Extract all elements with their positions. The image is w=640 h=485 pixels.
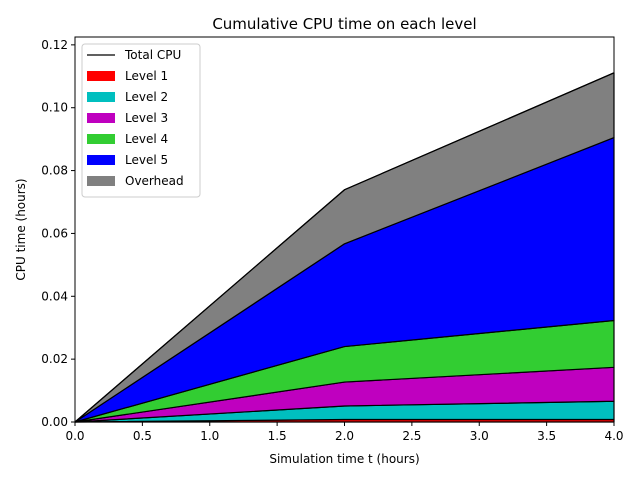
y-tick-label: 0.04 <box>41 289 68 303</box>
legend-swatch-level-5 <box>87 155 115 165</box>
area-layers <box>74 72 615 423</box>
y-axis-ticks: 0.00 0.02 0.04 0.06 0.08 0.10 0.12 <box>41 38 75 429</box>
legend-label-level-3: Level 3 <box>125 111 168 125</box>
x-tick-label: 2.5 <box>402 429 421 443</box>
legend-swatch-level-4 <box>87 134 115 144</box>
y-tick-label: 0.10 <box>41 101 68 115</box>
y-tick-label: 0.12 <box>41 38 68 52</box>
chart-title: Cumulative CPU time on each level <box>212 15 476 33</box>
x-tick-label: 1.5 <box>268 429 287 443</box>
legend-swatch-overhead <box>87 176 115 186</box>
x-tick-label: 1.0 <box>200 429 219 443</box>
y-tick-label: 0.06 <box>41 226 68 240</box>
legend-swatch-level-2 <box>87 92 115 102</box>
total-cpu-line <box>74 72 615 423</box>
legend-swatch-level-3 <box>87 113 115 123</box>
x-axis-ticks: 0.0 0.5 1.0 1.5 2.0 2.5 3.0 3.5 4.0 <box>65 422 624 443</box>
legend-label-level-2: Level 2 <box>125 90 168 104</box>
x-tick-label: 0.0 <box>65 429 84 443</box>
legend-label-total-cpu: Total CPU <box>124 48 181 62</box>
y-tick-label: 0.00 <box>41 415 68 429</box>
legend-label-level-4: Level 4 <box>125 132 168 146</box>
y-tick-label: 0.08 <box>41 164 68 178</box>
legend-label-level-5: Level 5 <box>125 153 168 167</box>
legend-swatch-level-1 <box>87 71 115 81</box>
x-tick-label: 4.0 <box>604 429 623 443</box>
y-axis-label: CPU time (hours) <box>14 178 28 280</box>
legend: Total CPU Level 1 Level 2 Level 3 Level 4 Lev… <box>81 43 201 198</box>
x-tick-label: 2.0 <box>335 429 354 443</box>
x-tick-label: 0.5 <box>133 429 152 443</box>
x-tick-label: 3.5 <box>537 429 556 443</box>
x-axis-label: Simulation time t (hours) <box>269 452 419 466</box>
x-tick-label: 3.0 <box>470 429 489 443</box>
legend-label-overhead: Overhead <box>125 174 184 188</box>
y-tick-label: 0.02 <box>41 352 68 366</box>
legend-label-level-1: Level 1 <box>125 69 168 83</box>
plot-frame <box>74 36 615 423</box>
